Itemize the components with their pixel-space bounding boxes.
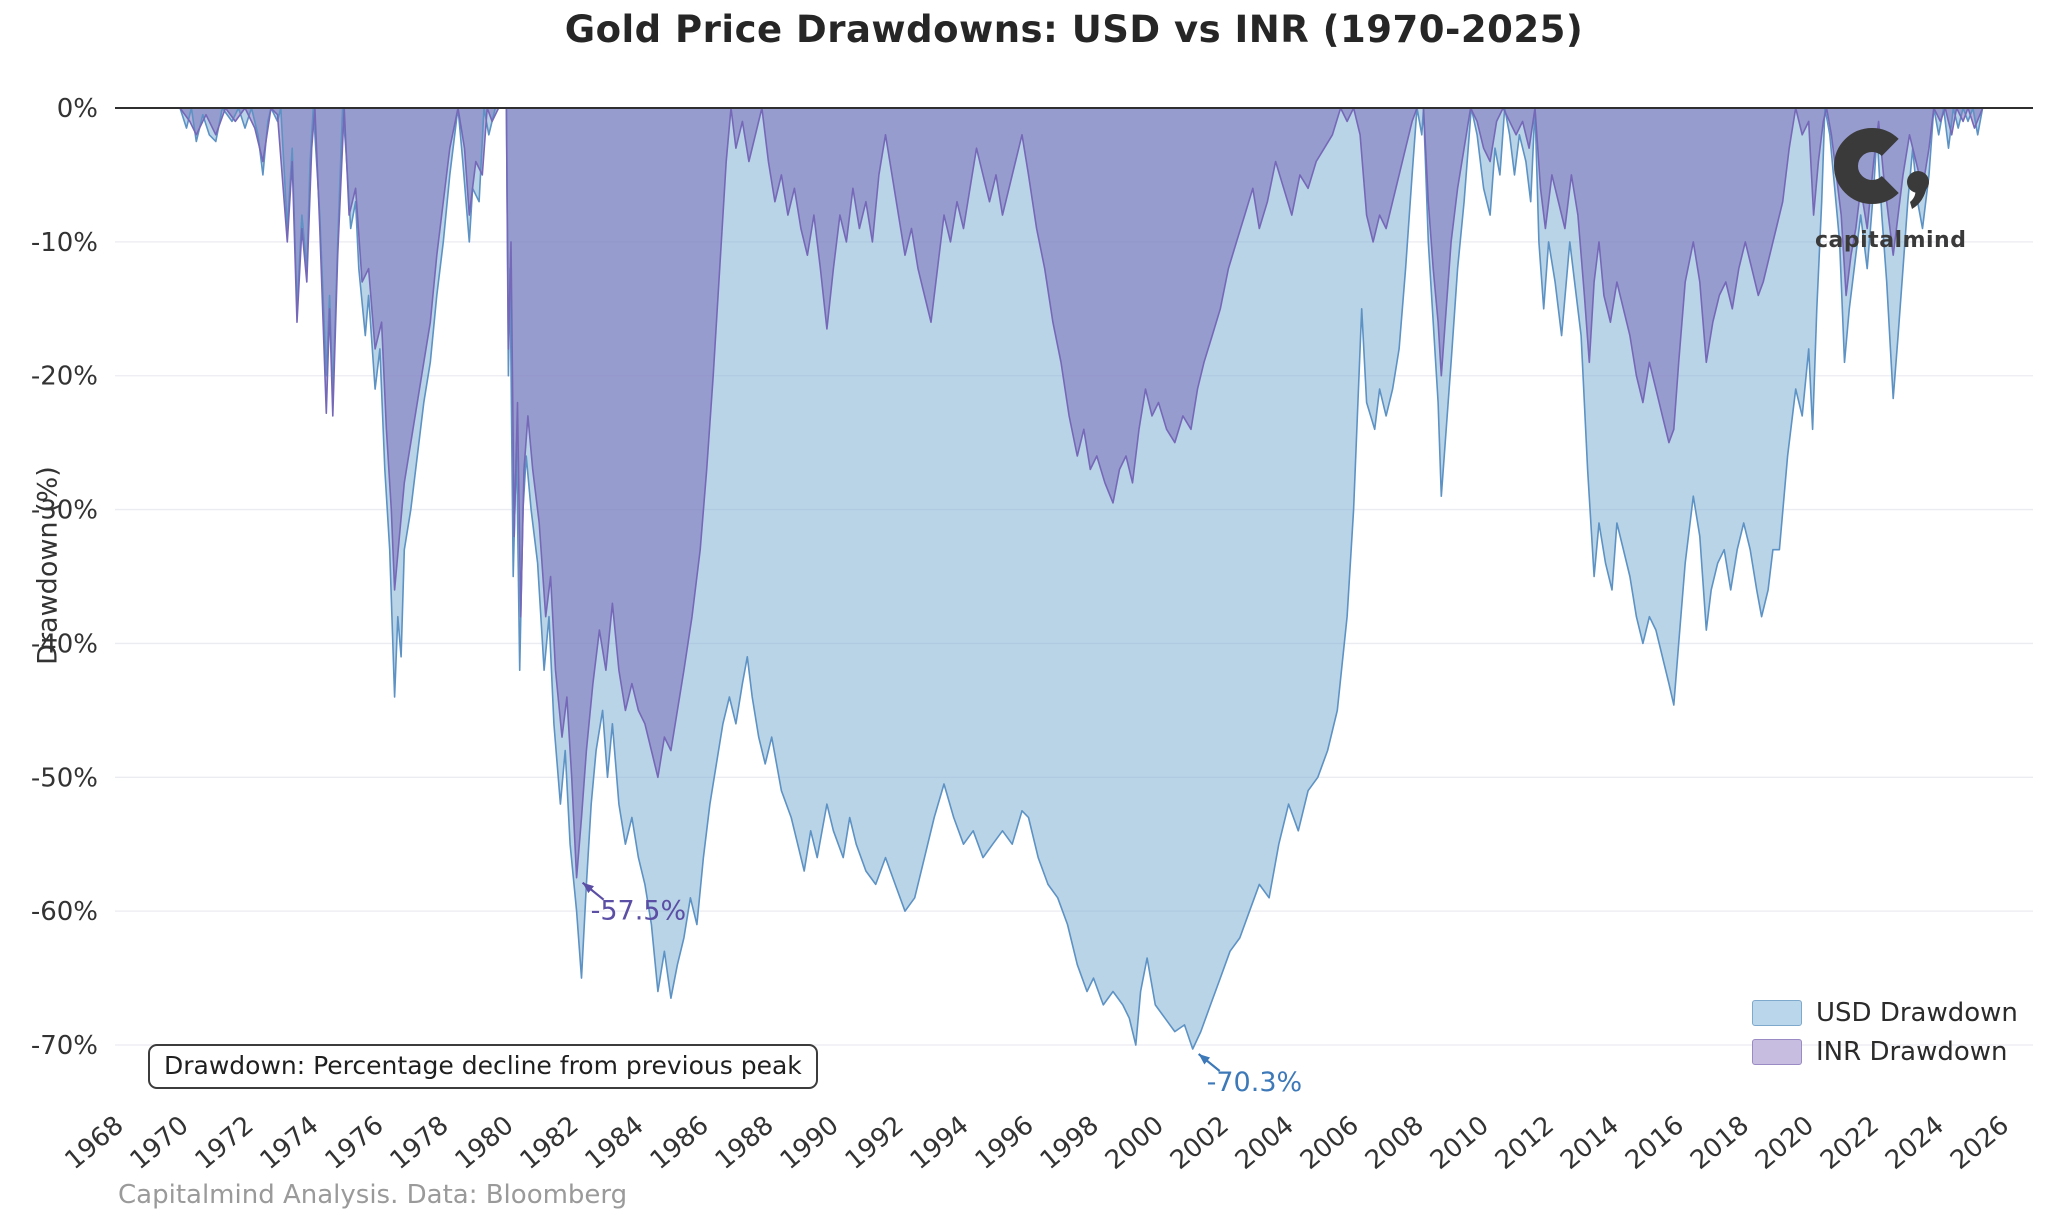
legend: USD Drawdown INR Drawdown bbox=[1752, 998, 2018, 1067]
x-tick-label: 2008 bbox=[1360, 1110, 1430, 1176]
x-tick-label: 1972 bbox=[190, 1110, 260, 1176]
y-tick-label: -40% bbox=[31, 629, 98, 659]
x-tick-label: 2026 bbox=[1945, 1110, 2015, 1176]
legend-label-usd: USD Drawdown bbox=[1816, 998, 2018, 1028]
annotation-arrowhead bbox=[582, 882, 595, 894]
annotation-arrowhead bbox=[1198, 1054, 1211, 1065]
logo-comma-tail bbox=[1910, 186, 1927, 209]
x-tick-label: 1994 bbox=[905, 1110, 975, 1176]
x-tick-label: 1992 bbox=[840, 1110, 910, 1176]
x-tick-label: 2022 bbox=[1815, 1110, 1885, 1176]
x-tick-label: 2010 bbox=[1425, 1110, 1495, 1176]
x-tick-label: 1988 bbox=[710, 1110, 780, 1176]
y-tick-label: 0% bbox=[57, 94, 98, 124]
x-tick-label: 1998 bbox=[1035, 1110, 1105, 1176]
annotation-label: -70.3% bbox=[1207, 1067, 1303, 1098]
x-axis-tick-labels: 1968197019721974197619781980198219841986… bbox=[60, 1110, 2015, 1176]
x-tick-label: 2014 bbox=[1555, 1110, 1625, 1176]
x-tick-label: 2020 bbox=[1750, 1110, 1820, 1176]
inr-drawdown-area bbox=[180, 108, 1983, 878]
usd-drawdown-line bbox=[179, 107, 1984, 1050]
capitalmind-logo: capitalmind bbox=[1815, 126, 1967, 253]
x-tick-label: 2004 bbox=[1230, 1110, 1300, 1176]
y-tick-label: -30% bbox=[31, 496, 98, 526]
series-areas bbox=[179, 107, 1984, 1050]
x-tick-label: 1996 bbox=[970, 1110, 1040, 1176]
x-tick-label: 1984 bbox=[580, 1110, 650, 1176]
legend-label-inr: INR Drawdown bbox=[1816, 1037, 2008, 1067]
annotations: -57.5% -70.3% bbox=[581, 881, 1303, 1098]
x-tick-label: 1982 bbox=[515, 1110, 585, 1176]
x-tick-label: 1990 bbox=[775, 1110, 845, 1176]
x-tick-label: 2002 bbox=[1165, 1110, 1235, 1176]
inr-drawdown-line bbox=[179, 107, 1984, 879]
annotation-label: -57.5% bbox=[591, 896, 687, 927]
x-tick-label: 1980 bbox=[450, 1110, 520, 1176]
y-axis-tick-labels: 0% -10% -20% -30% -40% -50% -60% -70% bbox=[31, 94, 98, 1061]
x-tick-label: 2018 bbox=[1685, 1110, 1755, 1176]
usd-swatch bbox=[1752, 1000, 1802, 1026]
chart-title: Gold Price Drawdowns: USD vs INR (1970-2… bbox=[564, 8, 1584, 51]
x-tick-label: 2012 bbox=[1490, 1110, 1560, 1176]
x-tick-label: 1968 bbox=[60, 1110, 130, 1176]
y-tick-label: -60% bbox=[31, 897, 98, 927]
y-tick-label: -50% bbox=[31, 763, 98, 793]
y-tick-label: -10% bbox=[31, 228, 98, 258]
legend-item-usd: USD Drawdown bbox=[1752, 998, 2018, 1028]
x-tick-label: 1978 bbox=[385, 1110, 455, 1176]
inr-swatch bbox=[1752, 1039, 1802, 1065]
x-tick-label: 2016 bbox=[1620, 1110, 1690, 1176]
y-tick-label: -20% bbox=[31, 362, 98, 392]
logo-c-glyph bbox=[1834, 128, 1910, 204]
drawdown-definition-box: Drawdown: Percentage decline from previo… bbox=[148, 1044, 818, 1089]
x-tick-label: 1974 bbox=[255, 1110, 325, 1176]
x-tick-label: 2024 bbox=[1880, 1110, 1950, 1176]
capitalmind-logo-mark bbox=[1834, 128, 1929, 209]
x-tick-label: 2006 bbox=[1295, 1110, 1365, 1176]
x-tick-label: 1976 bbox=[320, 1110, 390, 1176]
legend-item-inr: INR Drawdown bbox=[1752, 1037, 2018, 1067]
x-tick-label: 1970 bbox=[125, 1110, 195, 1176]
x-tick-label: 1986 bbox=[645, 1110, 715, 1176]
x-tick-label: 2000 bbox=[1100, 1110, 1170, 1176]
source-attribution: Capitalmind Analysis. Data: Bloomberg bbox=[118, 1180, 628, 1210]
y-tick-label: -70% bbox=[31, 1031, 98, 1061]
capitalmind-logo-text: capitalmind bbox=[1815, 228, 1967, 253]
